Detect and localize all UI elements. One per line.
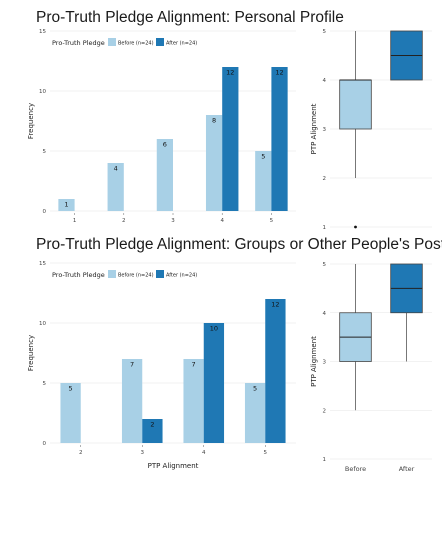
bar-after xyxy=(265,299,286,443)
y-tick-label: 2 xyxy=(323,408,327,414)
y-tick-label: 10 xyxy=(39,89,46,95)
data-label: 5 xyxy=(69,385,73,393)
bar-before xyxy=(107,163,124,211)
bar-after xyxy=(271,67,288,211)
y-tick-label: 5 xyxy=(323,262,327,268)
data-label: 7 xyxy=(130,361,134,369)
x-axis-label: PTP Alignment xyxy=(148,462,199,470)
data-label: 1 xyxy=(64,201,68,209)
y-tick-label: 3 xyxy=(323,127,327,133)
legend-title: Pro-Truth Pledge xyxy=(52,39,105,47)
y-tick-label: 15 xyxy=(39,29,46,35)
x-tick-label: Before xyxy=(345,465,366,473)
bar-after xyxy=(203,323,225,443)
box-before xyxy=(339,79,372,130)
x-tick-label: 4 xyxy=(202,450,206,456)
y-tick-label: 4 xyxy=(323,78,327,84)
y-tick-label: 0 xyxy=(43,209,47,215)
y-axis-label: PTP Alignment xyxy=(310,336,318,387)
data-label: 7 xyxy=(192,361,196,369)
y-tick-label: 1 xyxy=(323,225,327,231)
data-label: 4 xyxy=(114,165,118,173)
x-tick-label: 5 xyxy=(264,450,268,456)
legend-label-after: After (n=24) xyxy=(166,273,197,279)
data-label: 12 xyxy=(226,69,234,77)
y-axis-label: PTP Alignment xyxy=(310,103,318,154)
bar-before xyxy=(121,359,143,443)
x-tick-label: 3 xyxy=(171,218,175,224)
chart-title-groups: Pro-Truth Pledge Alignment: Groups or Ot… xyxy=(36,236,442,253)
x-tick-label: After xyxy=(399,465,415,473)
bar-before xyxy=(255,151,272,211)
data-label: 10 xyxy=(210,325,218,333)
y-tick-label: 10 xyxy=(39,321,46,327)
x-tick-label: 2 xyxy=(122,218,126,224)
bar-before xyxy=(60,383,81,443)
legend-label-before: Before (n=24) xyxy=(118,273,154,279)
legend-swatch-after xyxy=(156,270,164,278)
x-tick-label: 5 xyxy=(270,218,274,224)
bar-chart-groups: 0 5 10 15 Frequency 2 5 3 7 2 4 7 10 5 5 12 PTP Alignmen… xyxy=(27,261,296,470)
chart-title-personal: Pro-Truth Pledge Alignment: Personal Pro… xyxy=(36,9,344,26)
bar-before xyxy=(156,139,173,211)
data-label: 8 xyxy=(212,117,216,125)
outlier-point xyxy=(354,225,357,229)
bar-before xyxy=(205,115,223,211)
data-label: 5 xyxy=(253,385,257,393)
data-label: 5 xyxy=(261,153,265,161)
bar-before xyxy=(244,383,266,443)
bar-after xyxy=(222,67,239,211)
bar-before xyxy=(183,359,204,443)
y-tick-label: 5 xyxy=(43,381,47,387)
legend-title: Pro-Truth Pledge xyxy=(52,271,105,279)
bar-before xyxy=(58,199,75,211)
box-plot-groups: 1 2 3 4 5 PTP Alignment Before After xyxy=(310,262,432,473)
y-tick-label: 5 xyxy=(43,149,47,155)
y-tick-label: 1 xyxy=(323,457,327,463)
y-tick-label: 4 xyxy=(323,311,327,317)
data-label: 12 xyxy=(275,69,283,77)
legend-swatch-before xyxy=(108,38,116,46)
x-tick-label: 3 xyxy=(141,450,145,456)
legend-swatch-before xyxy=(108,270,116,278)
y-tick-label: 2 xyxy=(323,176,327,182)
x-tick-label: 2 xyxy=(79,450,83,456)
legend-swatch-after xyxy=(156,38,164,46)
data-label: 6 xyxy=(163,141,167,149)
y-tick-label: 0 xyxy=(43,441,47,447)
y-axis-label: Frequency xyxy=(27,103,35,139)
y-tick-label: 3 xyxy=(323,360,327,366)
data-label: 2 xyxy=(150,421,154,429)
legend-label-after: After (n=24) xyxy=(166,41,197,47)
x-tick-label: 1 xyxy=(73,218,77,224)
x-tick-label: 4 xyxy=(220,218,224,224)
y-tick-label: 15 xyxy=(39,261,46,267)
bar-after xyxy=(142,419,163,443)
legend-label-before: Before (n=24) xyxy=(118,41,154,47)
y-tick-label: 5 xyxy=(323,29,327,35)
data-label: 12 xyxy=(271,301,279,309)
y-axis-label: Frequency xyxy=(27,335,35,371)
box-plot-personal: 1 2 3 4 5 PTP Alignment xyxy=(310,29,432,231)
